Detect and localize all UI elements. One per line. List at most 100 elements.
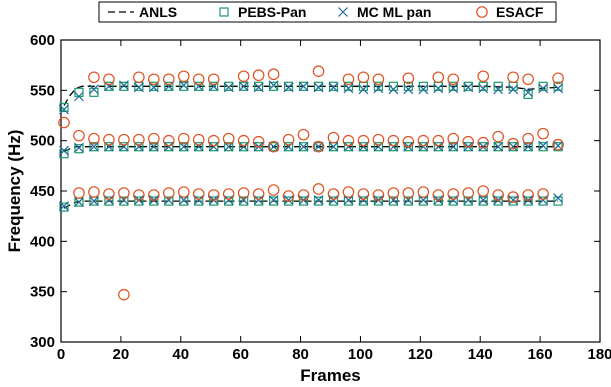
data-point	[522, 132, 534, 145]
data-point	[553, 193, 564, 203]
x-axis-label: Frames	[300, 366, 360, 385]
y-tick-label: 300	[30, 334, 55, 351]
data-point	[103, 188, 115, 200]
data-point	[462, 135, 475, 148]
data-point	[237, 134, 250, 147]
data-point	[448, 195, 459, 205]
data-point	[133, 133, 145, 146]
data-point	[74, 142, 84, 153]
data-point	[328, 81, 339, 91]
data-point	[523, 141, 534, 152]
data-point	[538, 81, 548, 91]
legend-box	[98, 1, 557, 23]
data-point	[89, 87, 99, 97]
data-point	[194, 81, 204, 91]
legend-label: PEBS-Pan	[238, 4, 306, 20]
data-point	[193, 195, 204, 205]
data-point	[418, 84, 429, 95]
data-point	[119, 142, 129, 152]
data-point	[493, 196, 503, 206]
data-point	[493, 84, 504, 95]
data-point	[357, 134, 370, 147]
x-tick-label: 20	[113, 346, 130, 363]
legend-item-mc-ml-pan: MC ML pan	[338, 4, 431, 20]
data-point	[448, 83, 459, 94]
data-point	[343, 83, 354, 94]
data-point	[118, 288, 130, 301]
data-point	[119, 81, 129, 91]
data-point	[298, 196, 309, 206]
data-point	[342, 134, 355, 147]
data-point	[283, 196, 294, 206]
data-point	[447, 132, 460, 145]
data-point	[179, 81, 189, 91]
data-point	[327, 188, 340, 200]
data-point	[254, 196, 264, 206]
data-point	[538, 83, 549, 94]
data-point	[73, 187, 85, 199]
data-point	[328, 195, 339, 205]
data-point	[149, 142, 159, 152]
data-point	[448, 196, 458, 206]
data-point	[357, 71, 370, 84]
data-point	[507, 71, 519, 84]
data-point	[463, 81, 473, 91]
data-point	[59, 102, 69, 113]
data-point	[238, 141, 249, 152]
data-point	[239, 142, 249, 152]
data-point	[478, 81, 488, 91]
legend: ANLS PEBS-Pan MC ML pan ESACF	[98, 1, 557, 23]
data-point	[89, 196, 99, 206]
data-point	[252, 188, 265, 200]
data-point	[433, 83, 444, 94]
data-point	[252, 135, 265, 148]
series-line	[63, 200, 559, 209]
data-point	[59, 201, 69, 212]
data-point	[387, 134, 400, 147]
data-point	[313, 81, 324, 91]
data-point	[133, 82, 144, 93]
data-point	[552, 138, 564, 151]
data-point	[134, 196, 144, 206]
data-point	[418, 195, 429, 205]
data-point	[478, 195, 489, 205]
data-point	[209, 142, 219, 152]
data-point	[373, 142, 384, 152]
data-point	[418, 142, 428, 152]
data-point	[164, 196, 174, 206]
series-pebs-pan	[59, 81, 563, 212]
data-point	[104, 81, 114, 91]
data-point	[118, 80, 129, 91]
data-point	[358, 196, 369, 206]
data-point	[478, 83, 489, 94]
data-point	[163, 73, 175, 86]
data-point	[103, 195, 114, 205]
data-point	[269, 81, 279, 91]
data-point	[118, 133, 130, 146]
data-point	[207, 189, 220, 201]
data-point	[433, 196, 443, 206]
data-point	[192, 73, 205, 86]
data-point	[297, 189, 310, 201]
data-point	[358, 141, 369, 152]
data-point	[522, 73, 534, 86]
data-point	[254, 142, 264, 152]
data-point	[224, 81, 234, 91]
data-point	[194, 196, 204, 206]
data-point	[298, 142, 309, 152]
data-point	[463, 196, 473, 206]
data-point	[74, 144, 84, 154]
data-point	[207, 134, 220, 147]
data-point	[268, 195, 279, 205]
data-point	[553, 196, 563, 206]
series-esacf	[58, 65, 564, 301]
data-point	[133, 71, 145, 84]
data-point	[313, 195, 324, 205]
data-point	[372, 189, 385, 201]
data-point	[282, 133, 295, 146]
data-point	[269, 196, 279, 206]
data-point	[357, 188, 370, 200]
data-point	[448, 81, 458, 91]
data-point	[192, 188, 205, 200]
data-point	[178, 80, 189, 91]
